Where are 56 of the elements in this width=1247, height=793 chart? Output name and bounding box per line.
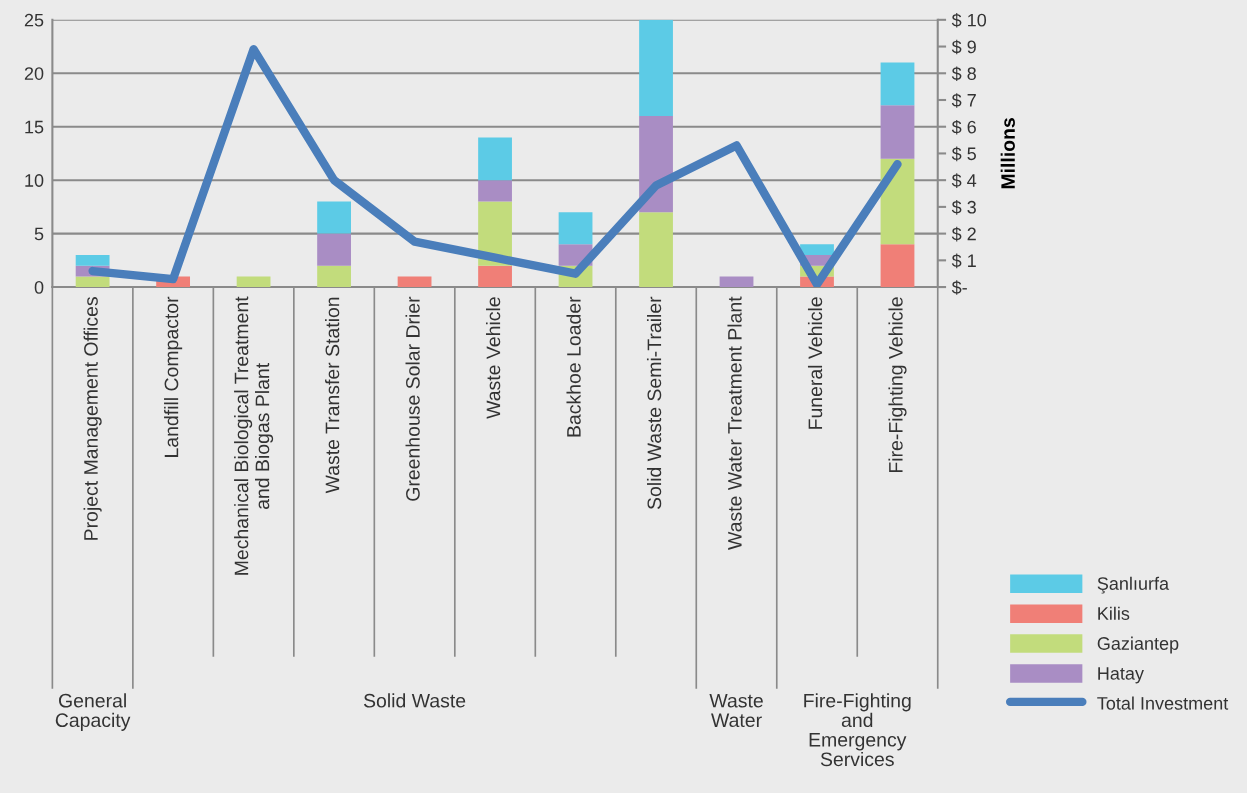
bar — [317, 201, 351, 234]
y2-tick-label: $ 6 — [951, 119, 976, 135]
x-tick-label: Mechanical Biological Treatment and Biogas Plant — [234, 296, 274, 575]
bar — [719, 276, 754, 288]
bar — [317, 233, 351, 266]
y-tick-label: 5 — [34, 227, 44, 241]
y2-tick-label: $ 2 — [951, 226, 976, 242]
bar — [75, 255, 110, 266]
bar — [880, 62, 915, 106]
bar — [317, 265, 351, 288]
bar — [639, 19, 673, 117]
legend-label: Hatay — [1098, 667, 1144, 684]
bar — [236, 276, 271, 288]
bar — [397, 276, 432, 288]
x-tick-label: Backhoe Loader — [566, 296, 581, 437]
y2-tick-label: $- — [951, 280, 967, 295]
bar — [639, 212, 673, 288]
legend-label: Gaziantep — [1097, 636, 1179, 654]
text: Fire-Fighting and Emergency Services — [804, 693, 911, 767]
y2-tick-label: $ 7 — [951, 93, 976, 108]
x-tick-label: Funeral Vehicle — [807, 297, 823, 429]
bar — [75, 276, 110, 288]
y2-tick-label: $ 5 — [951, 146, 976, 162]
y-tick-label: 0 — [34, 281, 44, 294]
y2-axis-title: Millions — [1000, 118, 1015, 189]
y2-tick-label: $ 4 — [951, 173, 977, 188]
x-tick-label: Solid Waste Semi-Trailer — [646, 296, 662, 510]
x-tick-label: Project Management Offices — [83, 297, 102, 540]
x-tick-label: Greenhouse Solar Drier — [405, 296, 420, 501]
legend-label: Total Investment — [1097, 696, 1229, 710]
x-tick-label: Waste Vehicle — [486, 297, 501, 419]
text: Waste Water — [709, 693, 763, 728]
bar — [478, 180, 512, 202]
y-tick-label: 15 — [25, 120, 44, 134]
x-tick-label: Landfill Compactor — [164, 296, 183, 457]
legend-label: Kilis — [1098, 606, 1130, 620]
bar — [880, 244, 915, 288]
y2-tick-label: $ 9 — [951, 39, 976, 55]
text: General Capacity — [55, 693, 131, 731]
bar — [478, 265, 512, 288]
y-tick-label: 20 — [24, 67, 44, 80]
y2-tick-label: $ 8 — [951, 66, 976, 82]
x-tick-label: Waste Transfer Station — [325, 297, 340, 494]
y2-tick-label: $ 10 — [951, 13, 987, 28]
y2-tick-label: $ 1 — [951, 253, 976, 269]
x-tick-label: Fire-Fighting Vehicle — [888, 297, 907, 473]
bar — [478, 137, 512, 181]
y-tick-label: 10 — [25, 174, 44, 187]
bar — [880, 105, 915, 159]
x-tick-label: Waste Water Treatment Plant — [727, 296, 742, 550]
y2-tick-label: $ 3 — [951, 200, 976, 215]
bar — [800, 244, 834, 255]
y-tick-label: 25 — [24, 13, 44, 27]
text: Solid Waste — [363, 693, 466, 708]
legend-label: Şanlıurfa — [1097, 576, 1170, 594]
bar — [558, 212, 593, 245]
